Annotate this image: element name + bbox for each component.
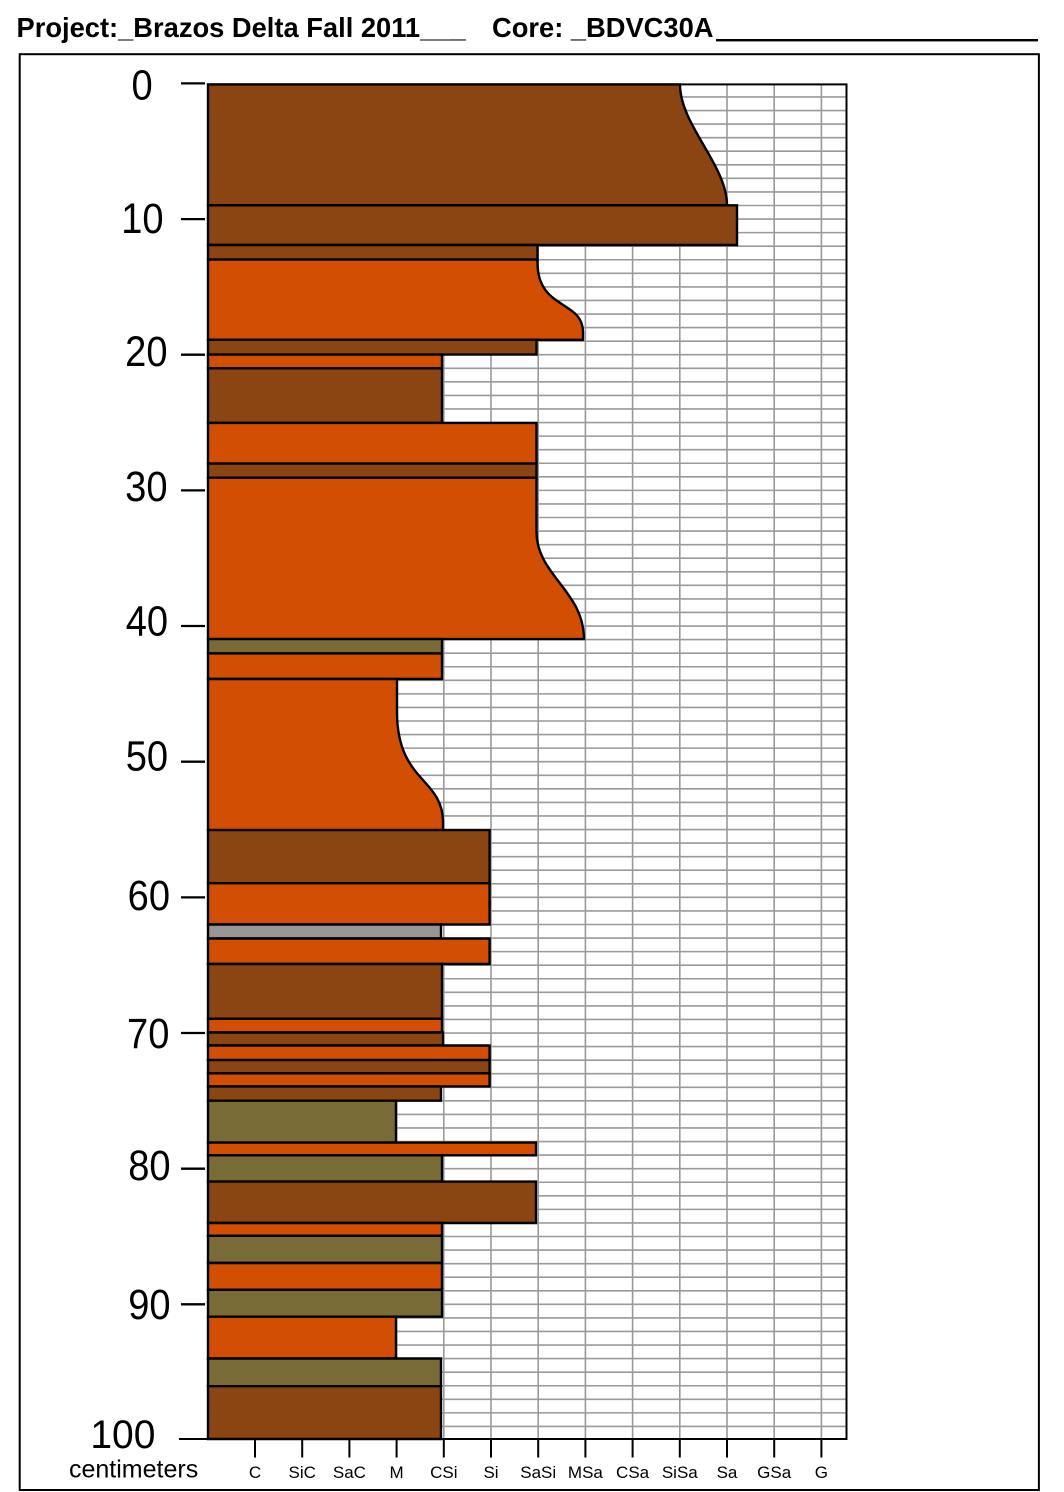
- svg-text:M: M: [390, 1463, 404, 1482]
- svg-text:SiC: SiC: [288, 1463, 315, 1482]
- svg-text:SiSa: SiSa: [662, 1463, 698, 1482]
- svg-text:CSi: CSi: [430, 1463, 457, 1482]
- svg-text:Project:_Brazos Delta Fall 201: Project:_Brazos Delta Fall 2011___: [17, 12, 467, 43]
- svg-text:Sa: Sa: [717, 1463, 738, 1482]
- svg-text:10: 10: [121, 195, 163, 242]
- svg-text:G: G: [815, 1463, 828, 1482]
- svg-text:CSa: CSa: [616, 1463, 650, 1482]
- svg-text:60: 60: [128, 872, 170, 919]
- svg-text:40: 40: [126, 598, 168, 645]
- svg-text:Si: Si: [483, 1463, 498, 1482]
- svg-text:30: 30: [125, 463, 167, 510]
- svg-text:0: 0: [132, 62, 153, 109]
- svg-text:centimeters: centimeters: [69, 1456, 198, 1484]
- svg-text:80: 80: [128, 1142, 170, 1189]
- svg-text:50: 50: [126, 733, 168, 780]
- svg-text:SaSi: SaSi: [520, 1463, 556, 1482]
- svg-text:20: 20: [125, 328, 167, 375]
- svg-text:70: 70: [127, 1010, 169, 1057]
- svg-text:MSa: MSa: [568, 1463, 604, 1482]
- svg-text:SaC: SaC: [333, 1463, 366, 1482]
- svg-text:90: 90: [128, 1281, 170, 1328]
- svg-text:100: 100: [90, 1413, 155, 1458]
- svg-text:C: C: [249, 1463, 261, 1482]
- svg-text:GSa: GSa: [757, 1463, 792, 1482]
- svg-text:Core: _BDVC30A: Core: _BDVC30A: [492, 12, 713, 43]
